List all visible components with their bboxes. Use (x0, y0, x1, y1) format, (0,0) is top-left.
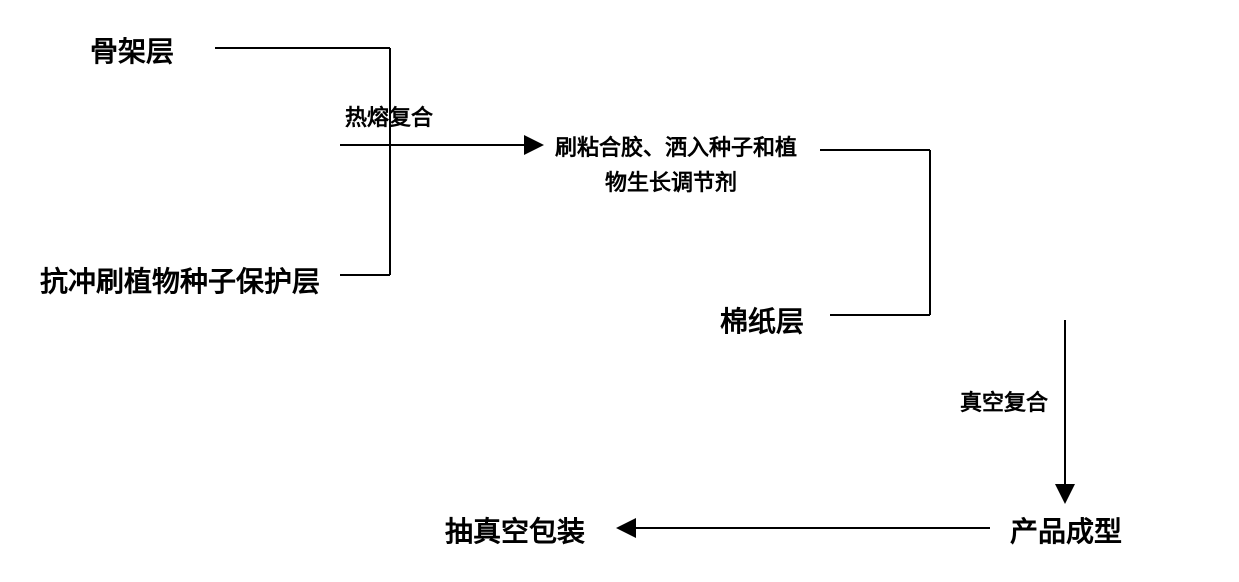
node-product-forming: 产品成型 (1010, 510, 1122, 550)
bracket-1 (215, 48, 390, 275)
label-hot-melt: 热熔复合 (345, 100, 433, 132)
bracket-2 (820, 150, 930, 315)
node-brush-glue-l1: 刷粘合胶、洒入种子和植 (555, 130, 797, 162)
label-vacuum-comp: 真空复合 (960, 385, 1048, 417)
node-protection-layer: 抗冲刷植物种子保护层 (40, 260, 320, 300)
node-brush-glue-l2: 物生长调节剂 (605, 165, 737, 197)
node-vacuum-packaging: 抽真空包装 (445, 510, 585, 550)
node-skeleton-layer: 骨架层 (90, 30, 174, 70)
node-cotton-paper: 棉纸层 (720, 300, 804, 340)
